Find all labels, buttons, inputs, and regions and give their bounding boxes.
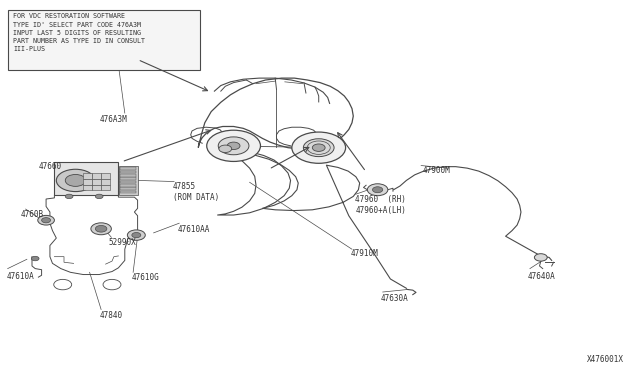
Circle shape [42, 218, 51, 223]
Bar [83, 185, 92, 190]
Text: 47610AA: 47610AA [178, 225, 211, 234]
Bar [120, 167, 136, 170]
Text: 47960  (RH)
47960+A(LH): 47960 (RH) 47960+A(LH) [355, 195, 406, 215]
Circle shape [218, 137, 249, 155]
Text: X476001X: X476001X [587, 355, 624, 364]
Text: 47610G: 47610G [131, 273, 159, 282]
Circle shape [65, 174, 86, 186]
Circle shape [132, 232, 141, 238]
Bar [101, 185, 110, 190]
Text: 47610A: 47610A [6, 272, 34, 280]
Circle shape [56, 169, 95, 192]
Bar [120, 184, 136, 187]
Bar [119, 166, 138, 195]
Bar [120, 174, 136, 177]
Bar [54, 162, 118, 195]
Text: 47840: 47840 [99, 311, 122, 320]
Bar [120, 181, 136, 183]
Bar [83, 173, 92, 179]
Circle shape [303, 139, 334, 157]
Text: 476A3M: 476A3M [99, 115, 127, 124]
Text: 52990X: 52990X [109, 238, 136, 247]
Circle shape [219, 145, 232, 153]
Circle shape [312, 144, 325, 151]
Text: 47910M: 47910M [351, 249, 378, 258]
Circle shape [91, 223, 111, 235]
Bar [101, 179, 110, 185]
Circle shape [95, 225, 107, 232]
Circle shape [95, 194, 103, 199]
Text: 47855
(ROM DATA): 47855 (ROM DATA) [173, 182, 219, 202]
Text: 47640A: 47640A [528, 272, 556, 280]
Text: FOR VDC RESTORATION SOFTWARE
TYPE ID' SELECT PART CODE 476A3M
INPUT LAST 5 DIGIT: FOR VDC RESTORATION SOFTWARE TYPE ID' SE… [13, 13, 145, 52]
Circle shape [292, 132, 346, 163]
Bar [101, 173, 110, 179]
Bar [120, 191, 136, 193]
Bar [92, 185, 101, 190]
Circle shape [38, 215, 54, 225]
Circle shape [65, 194, 73, 199]
Bar [120, 171, 136, 173]
Circle shape [207, 130, 260, 161]
Text: 4760B: 4760B [20, 210, 44, 219]
Bar [83, 179, 92, 185]
Circle shape [227, 142, 240, 150]
Bar [120, 187, 136, 190]
Circle shape [127, 230, 145, 240]
Bar [92, 179, 101, 185]
Circle shape [367, 184, 388, 196]
Circle shape [372, 187, 383, 193]
Text: 47630A: 47630A [381, 294, 408, 303]
Text: 47660: 47660 [38, 162, 61, 171]
Bar [92, 173, 101, 179]
Text: 47900M: 47900M [422, 166, 450, 174]
Circle shape [534, 254, 547, 261]
Circle shape [31, 256, 39, 261]
Bar [120, 177, 136, 180]
FancyBboxPatch shape [8, 10, 200, 70]
